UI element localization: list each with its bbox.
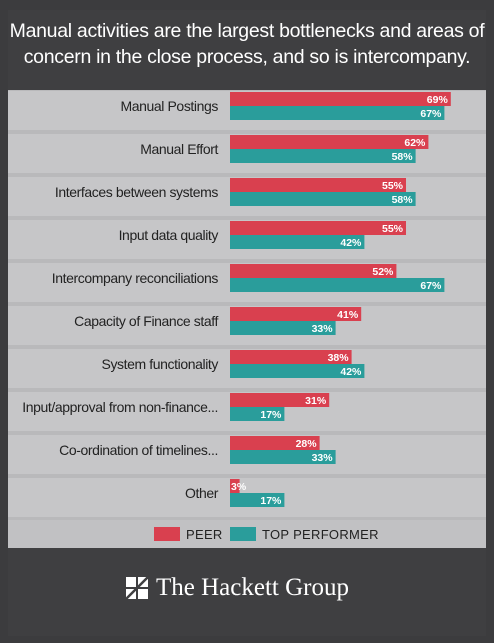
- data-label: 58%: [392, 151, 414, 163]
- data-label: 42%: [340, 366, 362, 378]
- category-label: Input/approval from non-finance...: [22, 399, 218, 415]
- bar-top-performer: [230, 407, 285, 421]
- bar-top-performer: [230, 149, 416, 163]
- data-label: 52%: [372, 266, 394, 278]
- data-label: 31%: [305, 395, 327, 407]
- legend-swatch-top-performer: [230, 527, 256, 541]
- legend-label-peer: PEER: [186, 526, 223, 542]
- logo-mark-icon: [126, 577, 148, 599]
- bar-chart: Manual Postings 69% 67% Manual Effort 62% 58%…: [8, 91, 486, 517]
- bar-group: System functionality 38% 42%: [8, 349, 486, 388]
- legend-swatch-peer: [154, 527, 180, 541]
- data-label: 69%: [427, 94, 449, 106]
- category-label: Intercompany reconciliations: [52, 270, 219, 286]
- data-label: 33%: [312, 452, 334, 464]
- data-label: 62%: [404, 137, 426, 149]
- data-label: 33%: [312, 323, 334, 335]
- footer-band: The Hackett Group: [8, 548, 486, 636]
- bar-group: Input/approval from non-finance... 31% 17%: [8, 392, 486, 431]
- data-label: 42%: [340, 237, 362, 249]
- category-label: Manual Effort: [140, 141, 218, 157]
- bar-group: Co-ordination of timelines... 28% 33%: [8, 435, 486, 474]
- bar-top-performer: [230, 493, 285, 507]
- data-label: 41%: [337, 309, 359, 321]
- legend-label-top-performer: TOP PERFORMER: [262, 526, 379, 542]
- bar-group: Manual Effort 62% 58%: [8, 134, 486, 173]
- data-label: 28%: [296, 438, 318, 450]
- data-label: 55%: [382, 180, 404, 192]
- bar-peer: [230, 350, 352, 364]
- bar-peer: [230, 178, 406, 192]
- bar-peer: [230, 479, 240, 493]
- bar-group: Input data quality 55% 42%: [8, 220, 486, 259]
- chart-panel: Manual Postings 69% 67% Manual Effort 62% 58%…: [8, 90, 486, 520]
- legend-item-peer: PEER: [154, 526, 223, 542]
- category-label: Input data quality: [119, 227, 219, 243]
- legend-item-top-performer: TOP PERFORMER: [230, 526, 379, 542]
- category-label: Manual Postings: [120, 98, 218, 114]
- category-label: Capacity of Finance staff: [74, 313, 218, 329]
- data-label: 55%: [382, 223, 404, 235]
- bar-peer: [230, 135, 429, 149]
- bar-top-performer: [230, 278, 445, 292]
- data-label: 17%: [260, 495, 282, 507]
- data-label: 67%: [420, 108, 442, 120]
- bar-top-performer: [230, 192, 416, 206]
- bar-top-performer: [230, 450, 336, 464]
- bar-top-performer: [230, 364, 365, 378]
- bar-peer: [230, 393, 330, 407]
- data-label: 38%: [328, 352, 350, 364]
- brand-name: The Hackett Group: [156, 574, 349, 601]
- data-label: 67%: [420, 280, 442, 292]
- category-label: System functionality: [102, 356, 219, 372]
- bar-group: Intercompany reconciliations 52% 67%: [8, 263, 486, 302]
- bar-top-performer: [230, 235, 365, 249]
- category-label: Co-ordination of timelines...: [59, 442, 218, 458]
- bar-peer: [230, 92, 451, 106]
- bar-top-performer: [230, 321, 336, 335]
- bar-peer: [230, 307, 362, 321]
- header-band: [8, 10, 486, 90]
- data-label: 58%: [392, 194, 414, 206]
- bar-group: Manual Postings 69% 67%: [8, 91, 486, 130]
- bar-group: Interfaces between systems 55% 58%: [8, 177, 486, 216]
- bar-group: Capacity of Finance staff 41%33%: [8, 306, 486, 345]
- bar-peer: [230, 436, 320, 450]
- data-label: 17%: [260, 409, 282, 421]
- legend: PEER TOP PERFORMER: [8, 520, 486, 548]
- bar-peer: [230, 221, 406, 235]
- category-label: Interfaces between systems: [55, 184, 219, 200]
- hackett-logo: The Hackett Group: [126, 574, 349, 602]
- bar-group: Other 3% 17%: [8, 478, 486, 517]
- bar-top-performer: [230, 106, 445, 120]
- chart-title: Manual activities are the largest bottle…: [9, 20, 485, 68]
- data-label: 3%: [231, 481, 247, 493]
- bar-peer: [230, 264, 397, 278]
- category-label: Other: [185, 485, 219, 501]
